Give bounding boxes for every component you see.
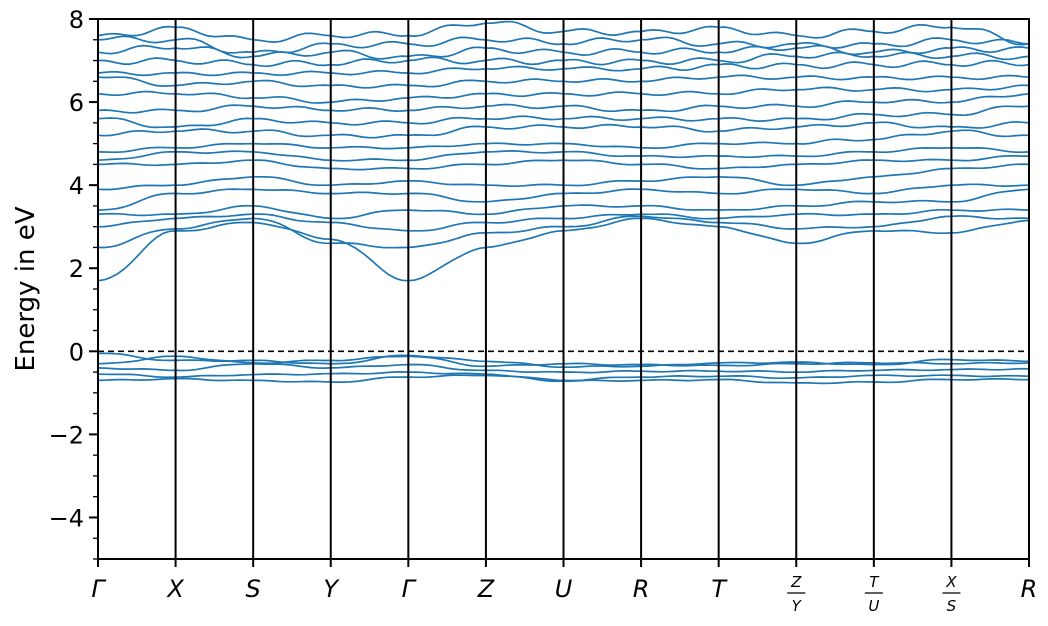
kpoint-label: S [246,575,261,603]
y-tick-label: 6 [69,89,84,117]
kpoint-numerator: Z [790,573,802,591]
kpoint-label: Z [477,575,495,603]
y-tick-label: 8 [69,6,84,34]
y-tick-label: 4 [69,172,84,200]
kpoint-denominator: U [868,597,879,615]
y-tick-label: −2 [49,421,84,449]
y-tick-label: 0 [69,338,84,366]
kpoint-label: X [165,575,184,603]
kpoint-label: Γ [91,575,106,603]
y-axis: −4 −2 0 2 4 6 8 [49,6,98,560]
kpoint-fraction-label: XS [942,573,961,615]
kpoint-label: T [711,575,728,603]
kpoint-label: Y [323,575,340,603]
kpoint-label: Γ [402,575,417,603]
kpoint-numerator: T [869,573,880,591]
kpoint-fraction-label: ZY [787,573,806,615]
kpoint-label: R [633,575,650,603]
kpoint-denominator: S [947,597,957,615]
kpoint-label: R [1021,575,1038,603]
y-tick-label: 2 [69,255,84,283]
kpoint-numerator: X [945,573,957,591]
y-axis-label: Energy in eV [11,206,41,371]
high-symmetry-lines [174,19,953,559]
y-tick-label: −4 [49,504,84,532]
kpoint-denominator: Y [792,597,803,615]
kpoint-label: U [555,575,573,603]
kpoint-fraction-label: TU [864,573,883,615]
